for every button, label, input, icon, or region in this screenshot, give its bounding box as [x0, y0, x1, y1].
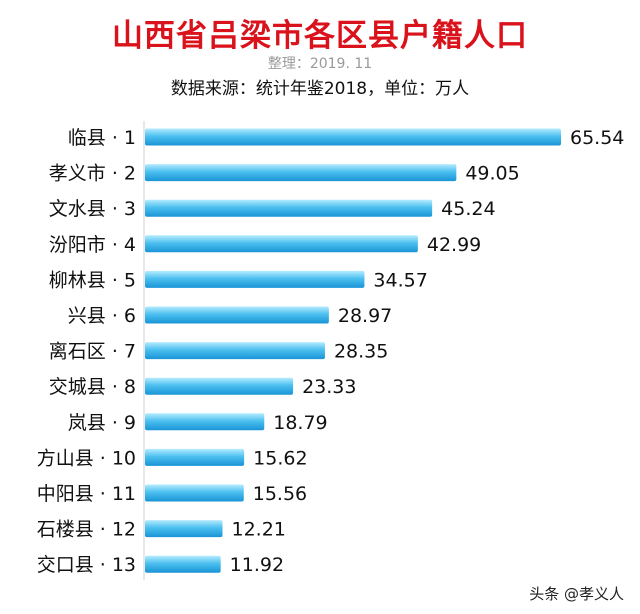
bar — [145, 128, 561, 146]
value-label: 65.54 — [570, 127, 624, 149]
category-label: 离石区 · 7 — [49, 341, 136, 363]
value-label: 12.21 — [232, 519, 286, 541]
category-label: 柳林县 · 5 — [49, 269, 136, 291]
bar — [145, 448, 245, 466]
category-label: 汾阳市 · 4 — [49, 234, 136, 256]
category-label: 孝义市 · 2 — [49, 163, 136, 185]
bar — [145, 555, 221, 573]
value-label: 45.24 — [441, 198, 495, 220]
bar — [145, 342, 325, 360]
bar — [145, 270, 365, 288]
value-label: 11.92 — [230, 554, 284, 576]
value-label: 34.57 — [373, 269, 427, 291]
value-label: 23.33 — [302, 376, 356, 398]
category-label: 兴县 · 6 — [68, 305, 136, 327]
value-label: 28.97 — [338, 305, 392, 327]
bar — [145, 199, 433, 217]
chart-title: 山西省吕梁市各区县户籍人口 — [112, 18, 528, 54]
value-label: 28.35 — [334, 341, 388, 363]
bar — [145, 413, 265, 431]
chart-source-note: 数据来源：统计年鉴2018，单位：万人 — [170, 79, 470, 99]
chart-plot-area: 临县 · 1 65.54 孝义市 · 2 49.05 文水县 · 3 45.24 汾阳市 ·… — [37, 121, 624, 581]
bar — [145, 377, 294, 395]
bar — [145, 235, 418, 253]
value-label: 42.99 — [427, 234, 481, 256]
value-label: 15.56 — [253, 483, 307, 505]
category-label: 中阳县 · 11 — [37, 483, 136, 505]
category-label: 石楼县 · 12 — [37, 519, 136, 541]
value-label: 49.05 — [465, 163, 519, 185]
bar — [145, 306, 329, 324]
category-label: 临县 · 1 — [68, 127, 136, 149]
category-label: 方山县 · 10 — [37, 447, 136, 469]
category-label: 文水县 · 3 — [49, 198, 136, 220]
category-label: 交口县 · 13 — [37, 554, 136, 576]
watermark: 头条 @孝义人 — [523, 581, 630, 606]
value-label: 15.62 — [253, 447, 307, 469]
category-label: 岚县 · 9 — [68, 412, 136, 434]
value-label: 18.79 — [273, 412, 327, 434]
category-label: 交城县 · 8 — [49, 376, 136, 398]
bar — [145, 520, 223, 538]
chart-organizer-note: 整理：2019. 11 — [267, 56, 373, 72]
bar — [145, 164, 457, 182]
bar — [145, 484, 244, 502]
